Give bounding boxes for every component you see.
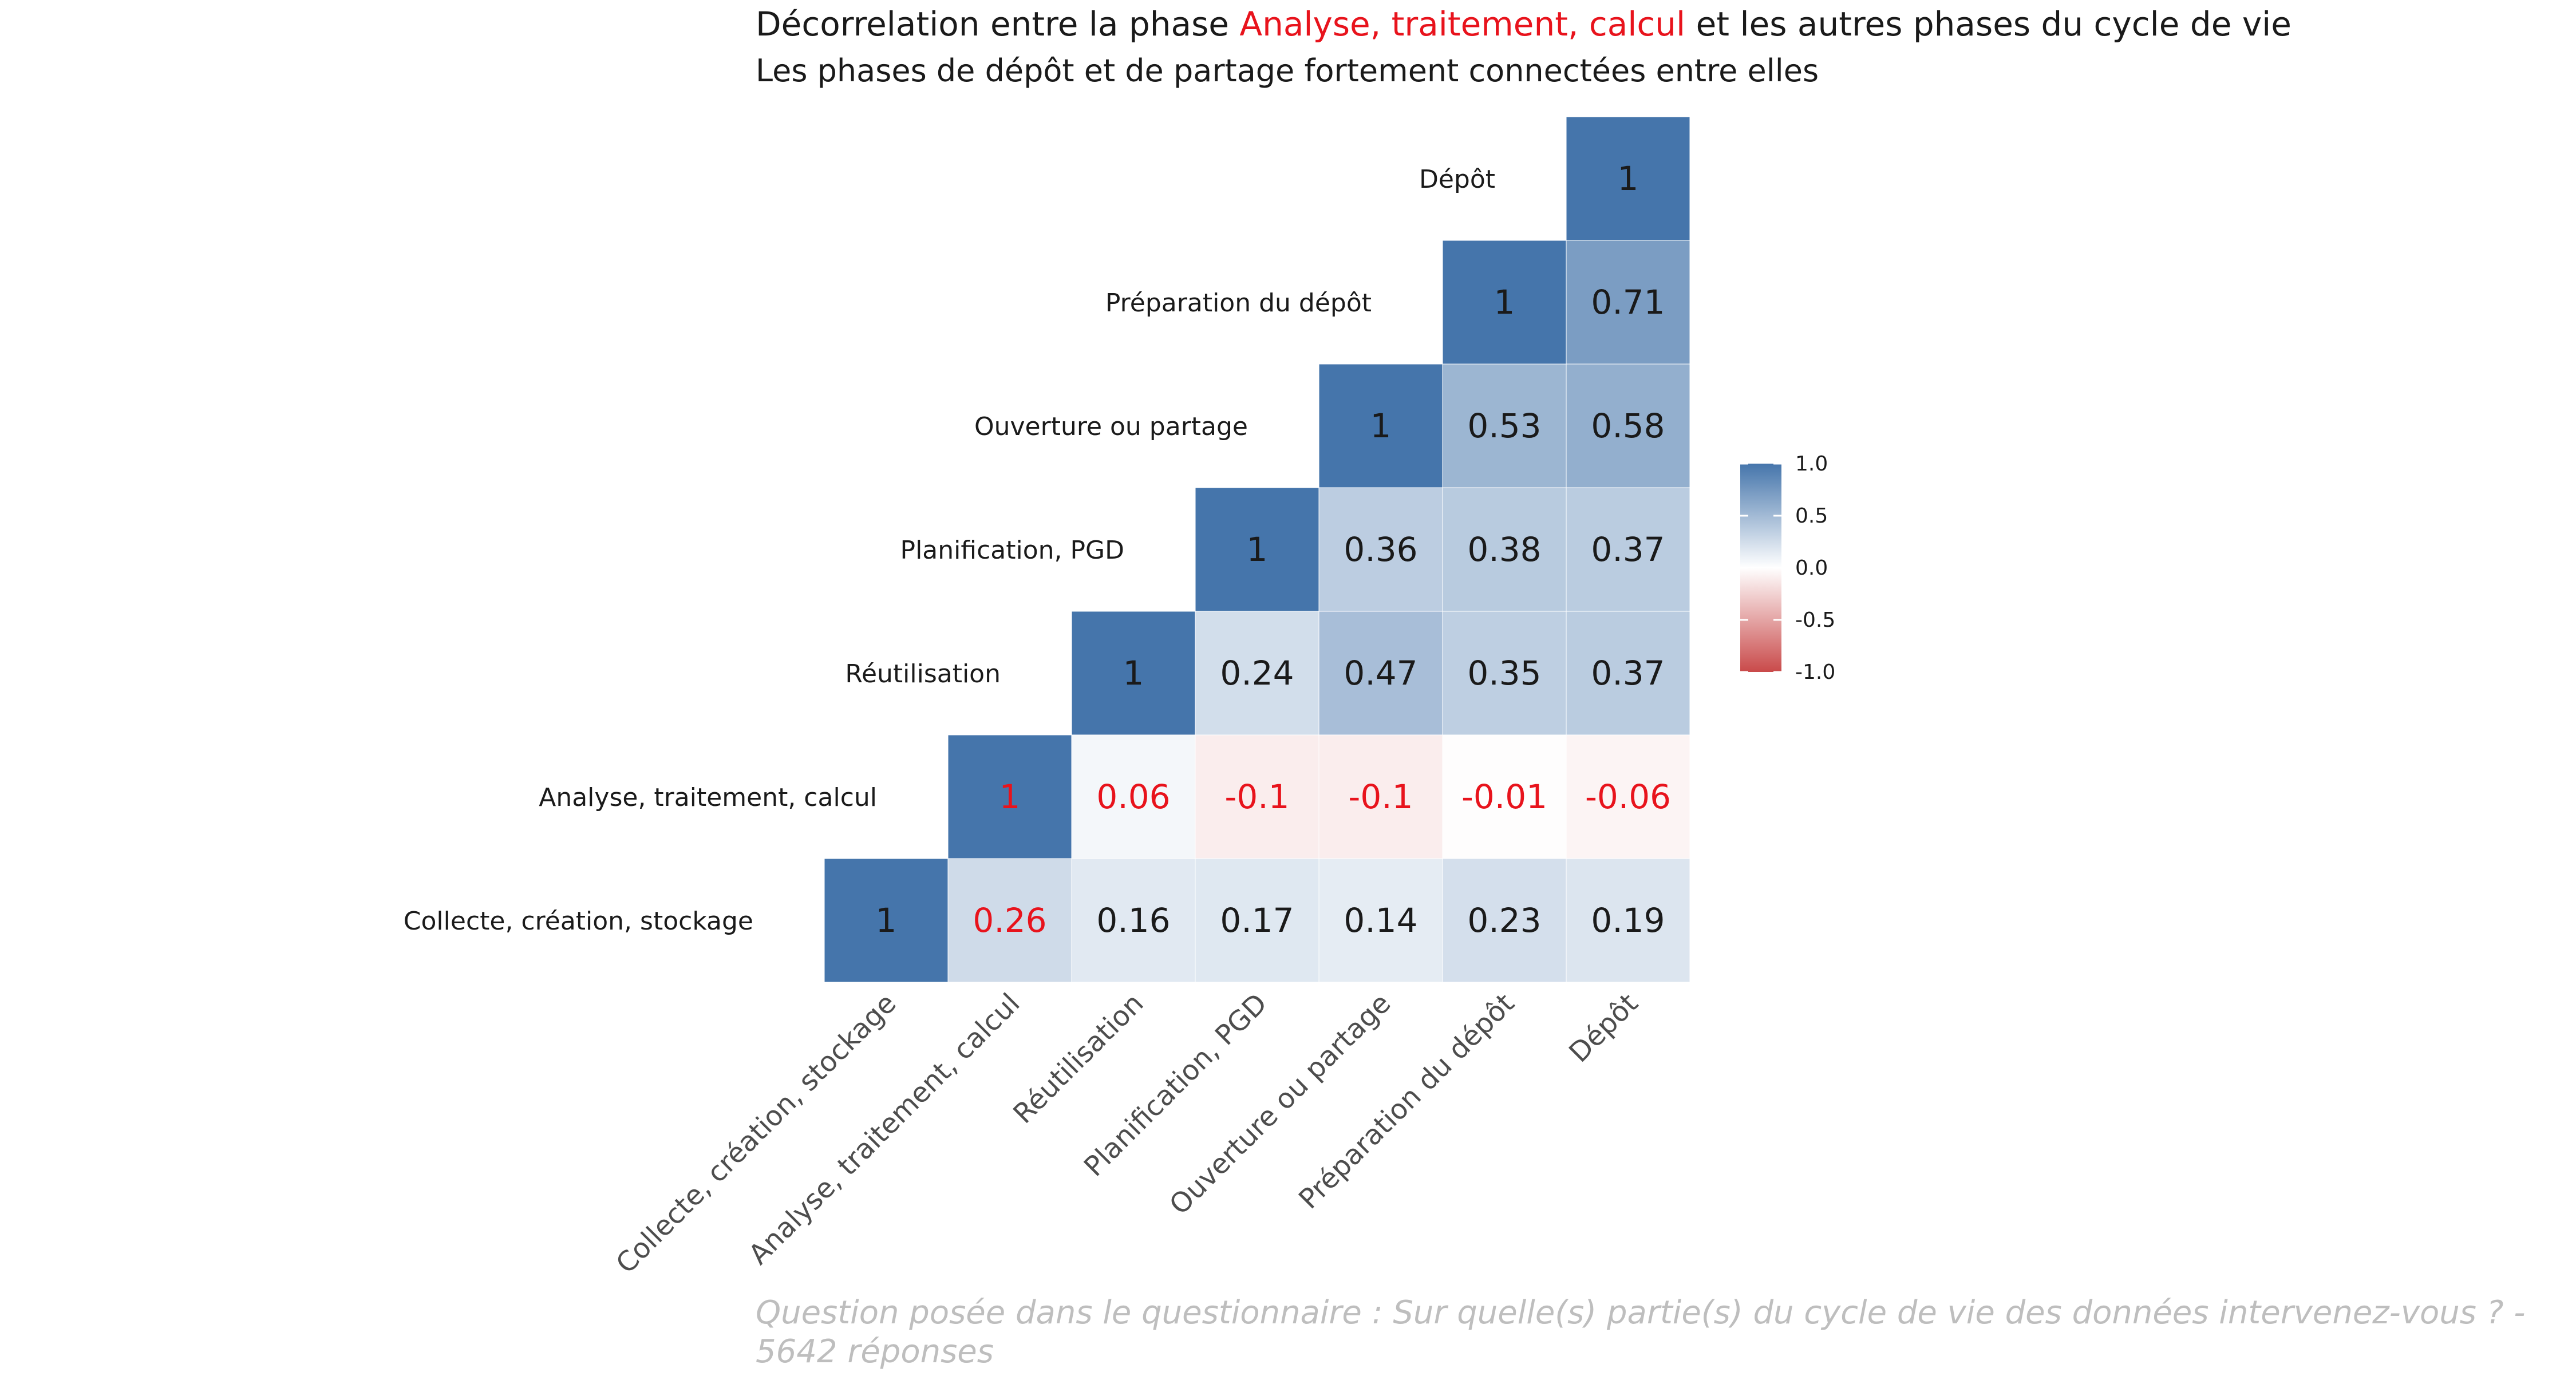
chart-title-prefix: Décorrelation entre la phase — [756, 5, 1239, 44]
legend-tick-label: -0.5 — [1795, 608, 1835, 632]
cell-value-label: 1 — [876, 901, 897, 940]
heatmap-cell — [1071, 611, 1196, 736]
diagonal-labels: Collecte, création, stockage Analyse, tra… — [404, 165, 1495, 936]
heatmap-cells: 1 0.26 0.16 0.17 0.14 0.23 0.19 1 0.06 -0.1 -0.1 -0… — [824, 116, 1690, 983]
cell-value-label: -0.06 — [1585, 777, 1671, 816]
color-legend: 1.0 0.5 0.0 -0.5 -1.0 — [1740, 452, 1835, 684]
cell-value-label: 0.16 — [1096, 901, 1170, 940]
heatmap-cell — [1566, 487, 1690, 612]
chart-title: Décorrelation entre la phase Analyse, tr… — [756, 5, 2291, 44]
heatmap-cell — [1566, 858, 1690, 983]
cell-value-label: 0.37 — [1591, 654, 1665, 693]
cell-value-label: 0.58 — [1591, 406, 1665, 445]
chart-subtitle: Les phases de dépôt et de partage fortem… — [756, 53, 1819, 89]
legend-ticks: 1.0 0.5 0.0 -0.5 -1.0 — [1740, 452, 1835, 684]
cell-value-label: 0.71 — [1591, 283, 1665, 322]
cell-value-label: 0.23 — [1467, 901, 1541, 940]
x-axis-tick-label: Dépôt — [1563, 987, 1644, 1069]
cell-value-label: -0.1 — [1224, 777, 1289, 816]
cell-value-label: 0.53 — [1467, 406, 1541, 445]
row-label: Réutilisation — [845, 659, 1001, 689]
heatmap-cell — [1442, 734, 1567, 859]
cell-value-label: 0.17 — [1220, 901, 1294, 940]
heatmap-cell — [1442, 858, 1567, 983]
cell-value-label: 0.24 — [1220, 654, 1294, 693]
cell-value-label: 0.35 — [1467, 654, 1541, 693]
heatmap-cell — [1442, 487, 1567, 612]
cell-value-label: 1 — [999, 777, 1021, 816]
row-label: Planification, PGD — [900, 536, 1124, 565]
chart-title-suffix: et les autres phases du cycle de vie — [1685, 5, 2291, 44]
heatmap-cell — [1318, 858, 1443, 983]
row-label: Analyse, traitement, calcul — [539, 783, 877, 812]
legend-tick-label: 0.5 — [1795, 504, 1828, 528]
cell-value-label: -0.01 — [1461, 777, 1547, 816]
heatmap-cell — [1318, 363, 1443, 488]
heatmap-cell — [1442, 240, 1567, 365]
legend-tick-label: 0.0 — [1795, 556, 1828, 580]
cell-value-label: 0.14 — [1344, 901, 1417, 940]
cell-value-label: 0.37 — [1591, 530, 1665, 569]
cell-value-label: -0.1 — [1348, 777, 1413, 816]
heatmap-cell — [824, 858, 949, 983]
x-axis-tick-label: Réutilisation — [1007, 987, 1149, 1130]
heatmap-cell — [1566, 240, 1690, 365]
heatmap-cell — [1071, 734, 1196, 859]
cell-value-label: 0.19 — [1591, 901, 1665, 940]
heatmap-cell — [1566, 363, 1690, 488]
heatmap-cell — [1318, 734, 1443, 859]
row-label: Dépôt — [1419, 165, 1495, 194]
heatmap-cell — [1566, 116, 1690, 241]
row-label: Préparation du dépôt — [1105, 288, 1372, 318]
chart-caption-line-2: 5642 réponses — [756, 1333, 994, 1370]
heatmap-cell — [947, 734, 1072, 859]
row-label: Collecte, création, stockage — [404, 907, 753, 936]
heatmap-cell — [1442, 611, 1567, 736]
heatmap-cell — [1195, 487, 1319, 612]
cell-value-label: 0.06 — [1096, 777, 1170, 816]
heatmap-cell — [1195, 734, 1319, 859]
x-axis-tick-label: Analyse, traitement, calcul — [742, 987, 1026, 1271]
heatmap-cell — [1318, 487, 1443, 612]
x-axis-tick-label: Préparation du dépôt — [1293, 987, 1520, 1215]
cell-value-label: 0.47 — [1344, 654, 1417, 693]
chart-caption-line-1: Question posée dans le questionnaire : S… — [756, 1294, 2525, 1331]
cell-value-label: 0.38 — [1467, 530, 1541, 569]
heatmap-cell — [1566, 734, 1690, 859]
heatmap-cell — [1442, 363, 1567, 488]
row-label: Ouverture ou partage — [974, 412, 1248, 441]
heatmap-cell — [1566, 611, 1690, 736]
cell-value-label: 1 — [1247, 530, 1268, 569]
cell-value-label: 1 — [1370, 406, 1392, 445]
cell-value-label: 0.36 — [1344, 530, 1417, 569]
legend-tick-label: 1.0 — [1795, 452, 1828, 476]
heatmap-cell — [1195, 611, 1319, 736]
chart-title-highlight: Analyse, traitement, calcul — [1239, 5, 1685, 44]
cell-value-label: 1 — [1123, 654, 1144, 693]
heatmap-cell — [1318, 611, 1443, 736]
legend-tick-label: -1.0 — [1795, 661, 1835, 684]
cell-value-label: 1 — [1494, 283, 1515, 322]
x-axis-tick-label: Ouverture ou partage — [1163, 987, 1397, 1221]
cell-value-label: 0.26 — [973, 901, 1046, 940]
heatmap-cell — [1071, 858, 1196, 983]
cell-value-label: 1 — [1618, 159, 1639, 198]
heatmap-cell — [1195, 858, 1319, 983]
